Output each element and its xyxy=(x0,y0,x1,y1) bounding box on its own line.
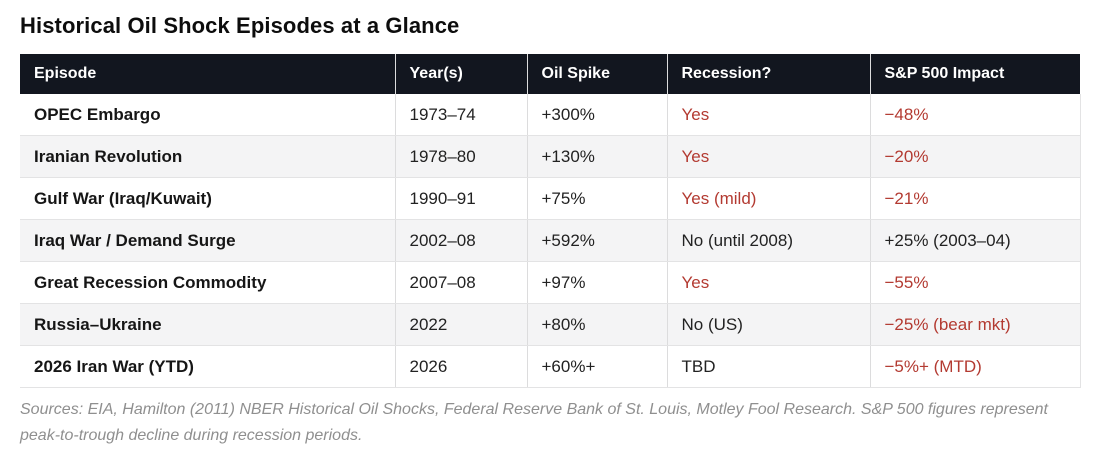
cell-episode: Iraq War / Demand Surge xyxy=(20,219,395,262)
cell-episode: Gulf War (Iraq/Kuwait) xyxy=(20,177,395,220)
cell-sp-impact: +25% (2003–04) xyxy=(869,219,1081,262)
cell-sp-impact: −55% xyxy=(869,261,1081,304)
cell-sp-impact: −20% xyxy=(869,135,1081,178)
table-row: Gulf War (Iraq/Kuwait) 1990–91 +75% Yes (mi… xyxy=(20,177,1081,220)
table-body: OPEC Embargo 1973–74 +300% Yes −48% Iranian R… xyxy=(20,94,1081,388)
cell-episode: Iranian Revolution xyxy=(20,135,395,178)
table-row: Iraq War / Demand Surge 2002–08 +592% No (u… xyxy=(20,219,1081,262)
cell-oil-spike: +97% xyxy=(526,261,667,304)
cell-years: 2022 xyxy=(394,303,527,346)
cell-oil-spike: +592% xyxy=(526,219,667,262)
cell-years: 2026 xyxy=(394,345,527,388)
table-row: Russia–Ukraine 2022 +80% No (US) −25% (bear … xyxy=(20,303,1081,346)
cell-oil-spike: +130% xyxy=(526,135,667,178)
column-header-years: Year(s) xyxy=(394,54,527,94)
column-header-episode: Episode xyxy=(20,54,395,94)
column-header-recession: Recession? xyxy=(666,54,870,94)
cell-episode: OPEC Embargo xyxy=(20,94,395,136)
cell-recession: Yes (mild) xyxy=(666,177,870,220)
cell-recession: Yes xyxy=(666,261,870,304)
table-row: Great Recession Commodity 2007–08 +97% Yes −… xyxy=(20,261,1081,304)
cell-years: 2002–08 xyxy=(394,219,527,262)
cell-years: 1973–74 xyxy=(394,94,527,136)
cell-years: 1990–91 xyxy=(394,177,527,220)
oil-shocks-table: Episode Year(s) Oil Spike Recession? S&P… xyxy=(20,54,1081,388)
cell-sp-impact: −25% (bear mkt) xyxy=(869,303,1081,346)
cell-episode: 2026 Iran War (YTD) xyxy=(20,345,395,388)
column-header-oil-spike: Oil Spike xyxy=(526,54,667,94)
cell-oil-spike: +80% xyxy=(526,303,667,346)
cell-oil-spike: +300% xyxy=(526,94,667,136)
page-title: Historical Oil Shock Episodes at a Glanc… xyxy=(20,13,460,38)
column-header-sp-impact: S&P 500 Impact xyxy=(869,54,1080,94)
cell-oil-spike: +60%+ xyxy=(526,345,667,388)
cell-episode: Russia–Ukraine xyxy=(20,303,395,346)
table-row: Iranian Revolution 1978–80 +130% Yes −20% xyxy=(20,135,1081,178)
cell-sp-impact: −21% xyxy=(869,177,1081,220)
sources-note: Sources: EIA, Hamilton (2011) NBER Histo… xyxy=(20,401,1048,444)
cell-recession: Yes xyxy=(666,135,870,178)
cell-sp-impact: −5%+ (MTD) xyxy=(869,345,1081,388)
cell-years: 2007–08 xyxy=(394,261,527,304)
cell-years: 1978–80 xyxy=(394,135,527,178)
table-row: OPEC Embargo 1973–74 +300% Yes −48% xyxy=(20,94,1081,136)
cell-recession: No (until 2008) xyxy=(666,219,870,262)
cell-episode: Great Recession Commodity xyxy=(20,261,395,304)
header-row: Episode Year(s) Oil Spike Recession? S&P… xyxy=(20,54,1080,94)
cell-recession: No (US) xyxy=(666,303,870,346)
cell-recession: TBD xyxy=(666,345,870,388)
cell-oil-spike: +75% xyxy=(526,177,667,220)
table-row: 2026 Iran War (YTD) 2026 +60%+ TBD −5%+ (MTD… xyxy=(20,345,1081,388)
cell-recession: Yes xyxy=(666,94,870,136)
cell-sp-impact: −48% xyxy=(869,94,1081,136)
